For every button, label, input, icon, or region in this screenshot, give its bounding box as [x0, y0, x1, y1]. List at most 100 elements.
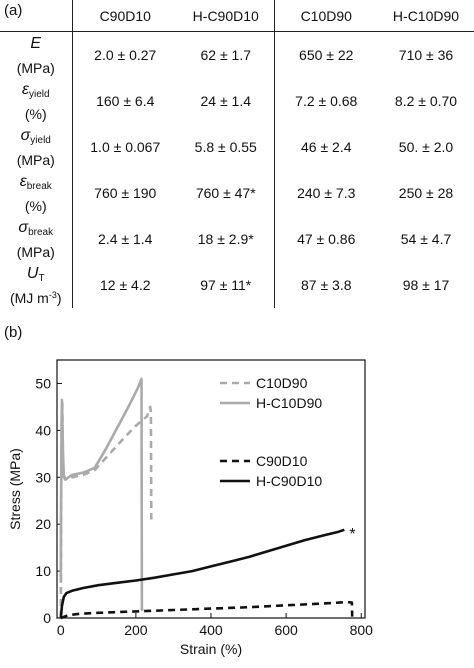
unit-part: (MPa) [16, 243, 55, 260]
y-tick-label: 10 [35, 563, 51, 579]
table-row: UT (MJ m-3) 12 ± 4.2 97 ± 11* 87 ± 3.8 98 ± 1… [0, 262, 474, 308]
chart-axes: 0 200 400 600 800 0 10 20 30 40 50 [35, 359, 374, 638]
row-header: σyield (MPa) [0, 124, 72, 170]
table-cell: 650 ± 22 [273, 31, 378, 78]
row-header: σbreak (MPa) [0, 216, 72, 262]
x-tick-label: 600 [274, 622, 298, 638]
unit-part: (%) [24, 197, 47, 214]
property-subscript: yield [30, 134, 51, 146]
x-axis-label: Strain (%) [180, 641, 242, 657]
chart-series-layer [59, 377, 354, 620]
property-symbol: ε [21, 80, 29, 98]
y-tick-label: 0 [43, 610, 51, 626]
table-row: εbreak (%) 760 ± 190 760 ± 47* 240 ± 7.3 250 … [0, 170, 474, 216]
table-cell: 1.0 ± 0.067 [71, 124, 178, 170]
table-cell: 12 ± 4.2 [71, 262, 178, 308]
panel-b-label: (b) [4, 324, 23, 341]
column-header: H-C90D10 [178, 0, 274, 32]
table-cell: 2.4 ± 1.4 [71, 216, 178, 262]
row-unit: (MPa) [0, 57, 72, 76]
legend-label: H-C10D90 [256, 395, 322, 411]
table-cell: 250 ± 28 [398, 185, 454, 201]
row-unit: (MPa) [0, 149, 72, 168]
table-cell: 160 ± 6.4 [71, 78, 178, 124]
series-line-c90d10 [60, 600, 354, 620]
column-header: C10D90 [273, 0, 378, 32]
table-cell: 62 ± 1.7 [200, 47, 252, 63]
legend-label: C90D10 [256, 453, 308, 469]
x-tick-label: 800 [350, 622, 374, 638]
legend-label: C10D90 [256, 375, 308, 391]
property-subscript: T [38, 272, 45, 284]
x-tick-label: 0 [57, 622, 65, 638]
row-header: εyield (%) [0, 78, 72, 124]
table-cell: 24 ± 1.4 [200, 93, 252, 109]
table-cell: 97 ± 11* [200, 277, 252, 293]
row-unit: (%) [0, 195, 72, 214]
table-row: σbreak (MPa) 2.4 ± 1.4 18 ± 2.9* 47 ± 0.86 54… [0, 216, 474, 262]
property-symbol: σ [20, 126, 31, 144]
row-symbol: UT [0, 265, 72, 287]
table-cell: 5.8 ± 0.55 [194, 139, 257, 155]
table-cell: 7.2 ± 0.68 [273, 78, 378, 124]
series-line-c10d90 [59, 400, 153, 619]
row-header: εbreak (%) [0, 170, 72, 216]
property-subscript: yield [28, 88, 50, 100]
table-cell: 98 ± 17 [402, 277, 450, 293]
y-tick-label: 30 [35, 469, 51, 485]
unit-part: (MPa) [16, 59, 55, 76]
table-cell: 50. ± 2.0 [398, 139, 454, 155]
table-row: εyield (%) 160 ± 6.4 24 ± 1.4 7.2 ± 0.68 8.2 … [0, 78, 474, 124]
row-header: E (MPa) [0, 32, 72, 79]
table-row: E (MPa) 2.0 ± 0.27 62 ± 1.7 650 ± 22 710 ± 36 [0, 31, 474, 79]
property-symbol: σ [18, 218, 29, 236]
table-cell: 760 ± 47* [195, 185, 256, 201]
row-unit: (%) [0, 103, 72, 122]
unit-part: (MJ m [9, 289, 49, 306]
table-header-row: C90D10 H-C90D10 C10D90 H-C10D90 [0, 0, 474, 32]
unit-part: (MPa) [16, 151, 55, 168]
table-cell: 46 ± 2.4 [273, 124, 378, 170]
table-cell: 710 ± 36 [398, 47, 454, 63]
y-tick-label: 50 [35, 375, 51, 391]
row-symbol: σbreak [0, 219, 72, 241]
table-cell: 47 ± 0.86 [273, 216, 378, 262]
y-tick-label: 20 [35, 516, 51, 532]
column-header: H-C10D90 [378, 0, 474, 32]
property-symbol: U [26, 264, 39, 282]
row-unit: (MPa) [0, 241, 72, 260]
table-cell: 8.2 ± 0.70 [394, 93, 458, 109]
properties-table: C90D10 H-C90D10 C10D90 H-C10D90 E (MPa) 2.… [0, 0, 474, 308]
row-unit: (MJ m-3) [0, 287, 72, 306]
row-header: UT (MJ m-3) [0, 262, 72, 308]
table-cell: 18 ± 2.9* [197, 231, 254, 247]
row-symbol: εyield [0, 81, 72, 103]
property-subscript: break [28, 226, 54, 238]
chart-annotation: * [349, 526, 355, 543]
property-symbol: ε [19, 172, 27, 190]
unit-part: (%) [24, 105, 47, 122]
unit-part: -3 [48, 289, 57, 300]
column-header: C90D10 [71, 0, 178, 32]
y-axis-label: Stress (MPa) [7, 448, 23, 530]
table-cell: 54 ± 4.7 [400, 231, 452, 247]
row-symbol: E [0, 35, 72, 57]
x-tick-label: 400 [199, 622, 223, 638]
table-cell: 2.0 ± 0.27 [71, 31, 178, 78]
y-tick-label: 40 [35, 422, 51, 438]
header-corner [0, 0, 72, 32]
row-symbol: εbreak [0, 173, 72, 195]
property-subscript: break [26, 180, 52, 192]
table-cell: 240 ± 7.3 [273, 170, 378, 216]
table-cell: 87 ± 3.8 [273, 262, 378, 308]
legend-label: H-C90D10 [256, 473, 322, 489]
property-symbol: E [30, 34, 42, 52]
chart-legend: C10D90 H-C10D90 C90D10 H-C90D10 [220, 375, 322, 489]
row-symbol: σyield [0, 127, 72, 149]
table-row: σyield (MPa) 1.0 ± 0.067 5.8 ± 0.55 46 ± 2.4… [0, 124, 474, 170]
x-tick-label: 200 [124, 622, 148, 638]
table-cell: 760 ± 190 [71, 170, 178, 216]
series-line-h-c90d10 [59, 528, 345, 619]
series-line-h-c10d90 [59, 377, 144, 612]
